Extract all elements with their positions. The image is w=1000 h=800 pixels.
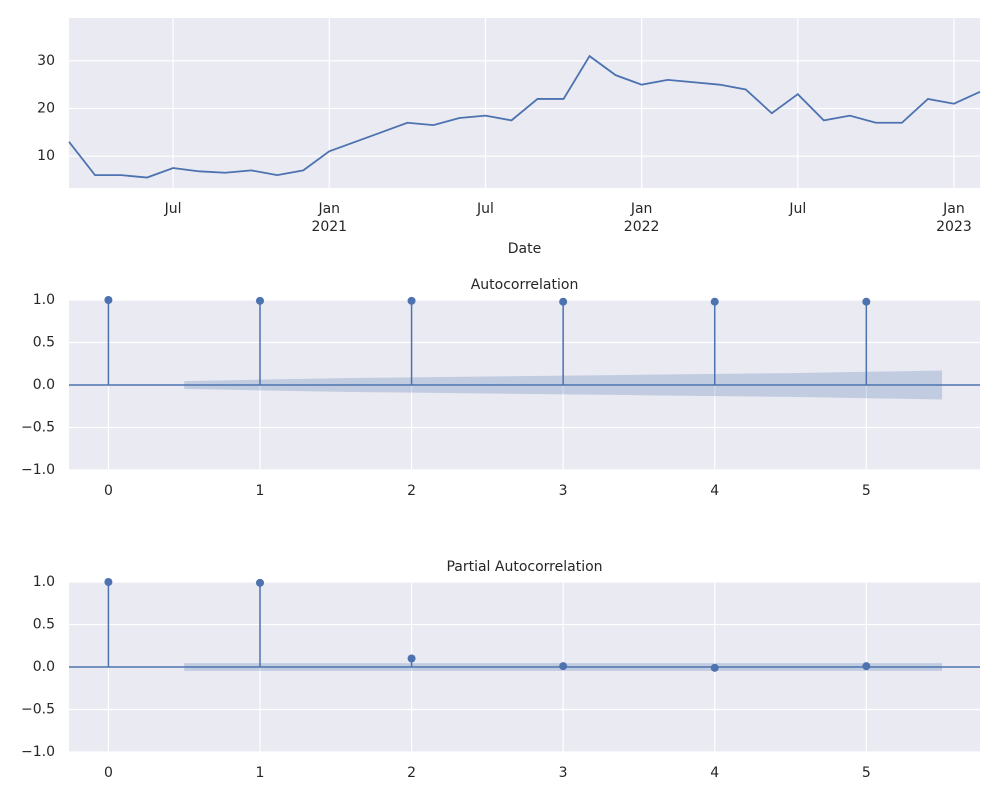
stem-marker xyxy=(862,297,871,306)
y-tick-label: 0.5 xyxy=(33,617,55,633)
y-tick-label: −0.5 xyxy=(21,420,55,436)
plot-area xyxy=(69,18,980,188)
y-tick-label: −1.0 xyxy=(21,462,55,478)
y-tick-label: 0.5 xyxy=(33,335,55,351)
stem-marker xyxy=(710,663,719,672)
x-tick-label: Jan 2023 xyxy=(936,201,972,235)
x-tick-label: 4 xyxy=(710,765,720,781)
stem-marker xyxy=(407,654,416,663)
x-tick-label: 2 xyxy=(407,765,417,781)
stem-marker xyxy=(255,578,264,587)
x-tick-label: 3 xyxy=(558,483,568,499)
y-tick-label: 30 xyxy=(37,53,55,69)
stem-marker xyxy=(862,662,871,671)
stem-marker xyxy=(559,662,568,671)
x-axis-label: Date xyxy=(508,241,541,257)
y-tick-label: −0.5 xyxy=(21,702,55,718)
stem-marker xyxy=(710,297,719,306)
x-tick-label: 1 xyxy=(255,765,265,781)
y-tick-label: 20 xyxy=(37,100,55,116)
data-line xyxy=(68,54,981,179)
x-tick-label: Jul xyxy=(789,201,807,217)
y-tick-label: 0.0 xyxy=(33,377,55,393)
x-tick-label: 2 xyxy=(407,483,417,499)
x-tick-label: 3 xyxy=(558,765,568,781)
stem-marker xyxy=(104,578,113,586)
x-tick-label: 5 xyxy=(861,765,871,781)
x-tick-label: 0 xyxy=(103,483,113,499)
x-tick-label: Jul xyxy=(164,201,182,217)
y-tick-label: 1.0 xyxy=(33,574,55,590)
stem-marker xyxy=(407,296,416,305)
x-tick-label: Jan 2021 xyxy=(311,201,348,235)
x-tick-label: 4 xyxy=(710,483,720,499)
x-tick-label: 1 xyxy=(255,483,265,499)
chart-title: Autocorrelation xyxy=(471,277,579,293)
x-tick-label: 0 xyxy=(103,765,113,781)
y-tick-label: −1.0 xyxy=(21,744,55,760)
x-tick-label: 5 xyxy=(861,483,871,499)
y-tick-label: 10 xyxy=(37,148,55,164)
y-tick-label: 1.0 xyxy=(33,292,55,308)
x-tick-label: Jul xyxy=(477,201,494,217)
x-tick-label: Jan 2022 xyxy=(623,201,660,235)
chart-title: Partial Autocorrelation xyxy=(446,559,602,575)
stem-marker xyxy=(255,296,264,305)
stem-marker xyxy=(559,297,568,306)
y-tick-label: 0.0 xyxy=(33,659,55,675)
stem-marker xyxy=(104,296,113,304)
